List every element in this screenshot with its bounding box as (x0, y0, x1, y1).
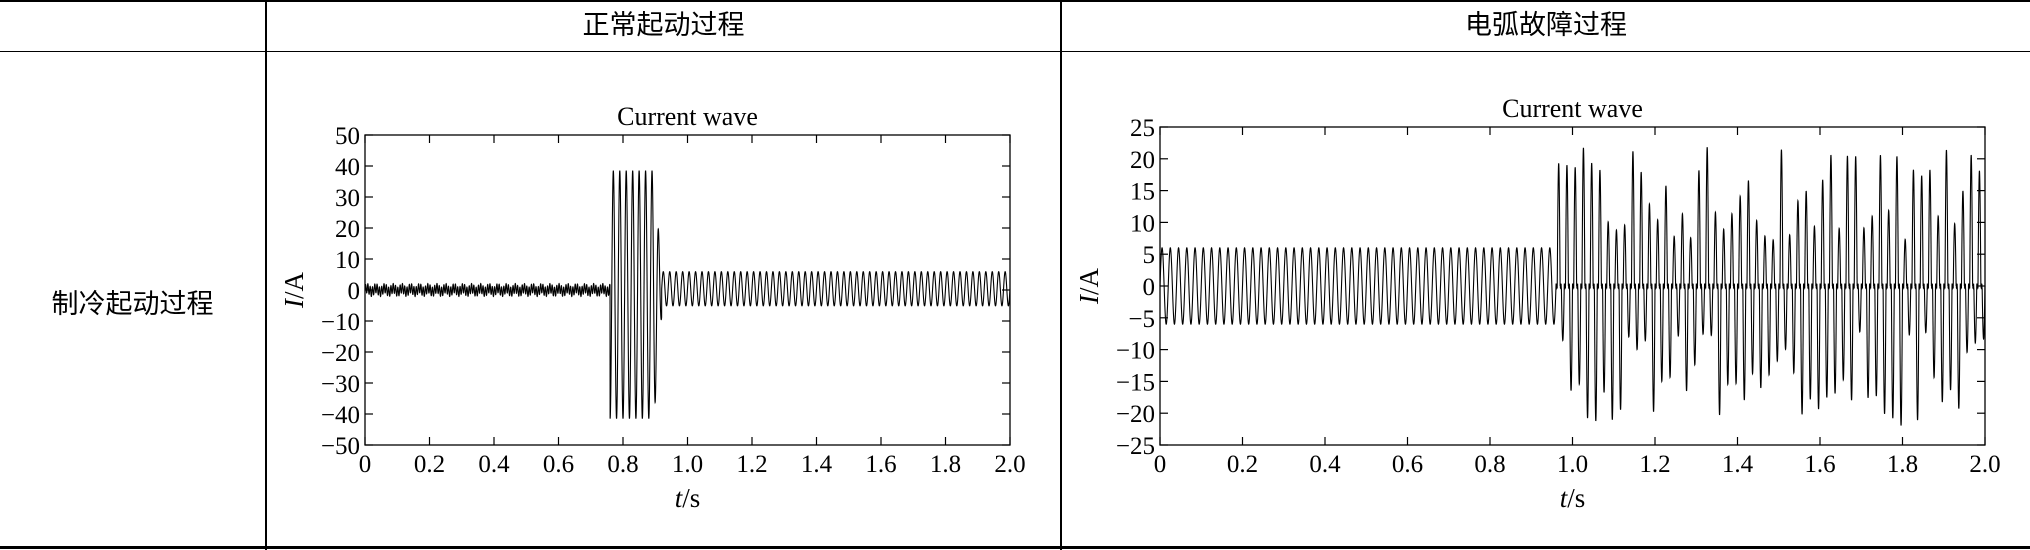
y-tick-label: 50 (335, 123, 360, 150)
x-tick-label: 0.2 (1227, 451, 1258, 478)
y-tick-label: −25 (1116, 433, 1155, 460)
column-header-normal-start: 正常起动过程 (582, 10, 745, 41)
y-tick-label: 25 (1130, 115, 1155, 142)
x-tick-label: 0.8 (607, 451, 638, 478)
y-tick-label: −10 (321, 309, 360, 336)
x-tick-label: 1.2 (1639, 451, 1670, 478)
x-tick-label: 0 (359, 451, 372, 478)
x-axis-label: t/s (1560, 483, 1586, 513)
column-header-arc-fault: 电弧故障过程 (1465, 10, 1627, 41)
x-tick-label: 0.4 (478, 451, 510, 478)
current-waveform (364, 170, 1011, 419)
x-tick-label: 0 (1154, 451, 1167, 478)
x-tick-label: 1.4 (801, 451, 833, 478)
y-tick-label: −50 (321, 433, 360, 460)
y-tick-label: 0 (1143, 274, 1156, 301)
x-tick-label: 1.6 (1804, 451, 1835, 478)
y-axis-label: I/A (1074, 267, 1104, 305)
y-tick-label: −15 (1116, 369, 1155, 396)
x-tick-label: 1.2 (736, 451, 767, 478)
x-tick-label: 1.6 (865, 451, 896, 478)
x-tick-label: 0.6 (1392, 451, 1423, 478)
column-divider-1 (265, 0, 267, 550)
y-tick-label: −10 (1116, 338, 1155, 365)
x-tick-label: 1.0 (672, 451, 703, 478)
x-axis-label: t/s (675, 483, 701, 513)
y-tick-label: 5 (1143, 242, 1156, 269)
column-divider-2 (1060, 0, 1062, 550)
y-tick-label: 40 (335, 154, 360, 181)
x-tick-label: 1.0 (1557, 451, 1588, 478)
y-tick-label: 10 (335, 247, 360, 274)
x-tick-label: 2.0 (1969, 451, 2000, 478)
header-rule (0, 51, 2030, 52)
y-tick-label: −40 (321, 402, 360, 429)
y-tick-label: 30 (335, 185, 360, 212)
bottom-rule (0, 546, 2030, 549)
x-tick-label: 1.8 (1887, 451, 1918, 478)
y-tick-label: −20 (321, 340, 360, 367)
y-axis-label: I/A (279, 271, 309, 309)
y-tick-label: −30 (321, 371, 360, 398)
current-waveform (1159, 147, 1986, 426)
x-tick-label: 2.0 (994, 451, 1025, 478)
x-tick-label: 0.8 (1474, 451, 1505, 478)
chart-title: Current wave (617, 102, 758, 131)
top-rule (0, 0, 2030, 2)
y-tick-label: −5 (1128, 306, 1155, 333)
x-tick-label: 0.6 (543, 451, 574, 478)
y-tick-label: 20 (335, 216, 360, 243)
x-tick-label: 0.2 (414, 451, 445, 478)
x-tick-label: 1.4 (1722, 451, 1754, 478)
y-tick-label: 10 (1130, 210, 1155, 237)
y-tick-label: −20 (1116, 401, 1155, 428)
y-tick-label: 0 (348, 278, 361, 305)
x-tick-label: 0.4 (1309, 451, 1341, 478)
y-tick-label: 20 (1130, 147, 1155, 174)
chart-title: Current wave (1502, 94, 1643, 123)
x-tick-label: 1.8 (930, 451, 961, 478)
y-tick-label: 15 (1130, 179, 1155, 206)
row-label-refrigeration-start: 制冷起动过程 (51, 289, 214, 320)
